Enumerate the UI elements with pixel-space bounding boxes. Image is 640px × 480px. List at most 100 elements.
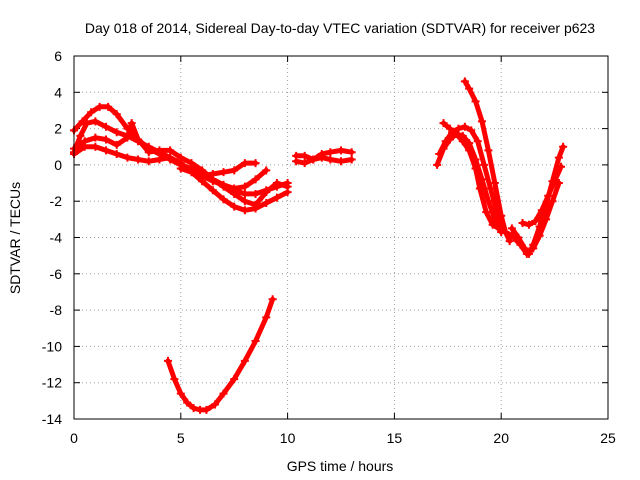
y-tick-label: 6 <box>54 48 62 64</box>
series-trace <box>71 120 291 208</box>
data-point <box>155 155 164 164</box>
data-point <box>497 211 506 220</box>
data-point <box>102 122 111 131</box>
data-point <box>507 224 516 233</box>
data-point <box>112 128 121 137</box>
x-tick-label: 0 <box>70 430 78 446</box>
data-point <box>210 400 219 409</box>
series-arc-5 <box>176 159 260 180</box>
data-point <box>240 197 249 206</box>
data-point <box>240 356 249 365</box>
data-point <box>460 122 469 131</box>
series-arc-12 <box>460 77 514 246</box>
y-tick-label: -12 <box>42 375 62 391</box>
data-point <box>219 182 228 191</box>
data-point <box>262 188 271 197</box>
data-point <box>262 166 271 175</box>
data-point <box>441 137 450 146</box>
data-point <box>292 151 301 160</box>
data-point <box>326 155 335 164</box>
series-arc-8 <box>292 146 356 164</box>
data-point <box>189 404 198 413</box>
data-point <box>230 189 239 198</box>
x-tick-label: 15 <box>387 430 403 446</box>
data-point <box>187 159 196 168</box>
data-point <box>465 84 474 93</box>
data-point <box>529 240 538 249</box>
data-point <box>219 168 228 177</box>
data-point <box>554 153 563 162</box>
data-point <box>176 153 185 162</box>
data-point <box>230 166 239 175</box>
data-point <box>219 195 228 204</box>
data-point <box>337 146 345 155</box>
data-point <box>475 184 484 193</box>
data-point <box>347 155 356 164</box>
x-tick-label: 25 <box>600 430 616 446</box>
data-point <box>300 159 309 168</box>
data-point <box>187 168 196 177</box>
series-arc-14 <box>518 162 566 229</box>
data-point <box>465 146 474 155</box>
data-point <box>208 169 217 178</box>
data-point <box>230 375 239 384</box>
data-point <box>123 153 132 162</box>
data-point <box>473 137 482 146</box>
x-tick-label: 5 <box>177 430 185 446</box>
data-point <box>452 130 461 139</box>
data-point <box>482 208 491 217</box>
y-axis-label: SDTVAR / TECUs <box>7 182 23 294</box>
data-point <box>268 295 277 304</box>
plot-frame <box>73 55 609 420</box>
data-point <box>102 146 111 155</box>
data-point <box>524 249 533 258</box>
y-tick-label: -14 <box>42 411 62 427</box>
y-tick-label: 4 <box>54 84 62 100</box>
data-point <box>240 182 249 191</box>
series-trace <box>441 120 562 257</box>
data-point <box>488 220 497 229</box>
data-series <box>70 77 568 414</box>
x-tick-label: 10 <box>280 430 296 446</box>
data-point <box>262 199 271 208</box>
data-point <box>102 135 111 144</box>
data-point <box>176 389 185 398</box>
data-point <box>283 182 292 191</box>
data-point <box>262 313 271 322</box>
series-trace <box>509 144 566 257</box>
data-point <box>230 202 239 211</box>
data-point <box>112 150 121 159</box>
data-point <box>198 171 207 180</box>
data-point <box>123 133 132 142</box>
data-point <box>557 162 566 171</box>
data-point <box>251 336 260 345</box>
x-axis-label: GPS time / hours <box>287 458 394 474</box>
data-point <box>176 164 185 173</box>
data-point <box>87 108 96 117</box>
data-point <box>524 220 533 229</box>
data-point <box>240 189 249 198</box>
data-point <box>272 193 281 202</box>
data-point <box>445 124 454 133</box>
data-point <box>548 197 557 206</box>
series-trace <box>165 296 276 413</box>
chart-title: Day 018 of 2014, Sidereal Day-to-day VTE… <box>85 20 595 36</box>
data-point <box>251 175 260 184</box>
data-point <box>166 153 175 162</box>
data-point <box>537 206 546 215</box>
data-point <box>251 159 260 168</box>
data-point <box>166 146 175 155</box>
data-point <box>272 179 281 188</box>
y-tick-label: -4 <box>50 230 63 246</box>
data-point <box>144 157 153 166</box>
data-point <box>80 137 89 146</box>
y-tick-label: -10 <box>42 338 62 354</box>
data-point <box>317 150 326 159</box>
data-point <box>219 389 228 398</box>
data-point <box>454 124 463 133</box>
data-point <box>501 228 510 237</box>
data-point <box>91 133 100 142</box>
series-arc-4 <box>70 119 292 209</box>
